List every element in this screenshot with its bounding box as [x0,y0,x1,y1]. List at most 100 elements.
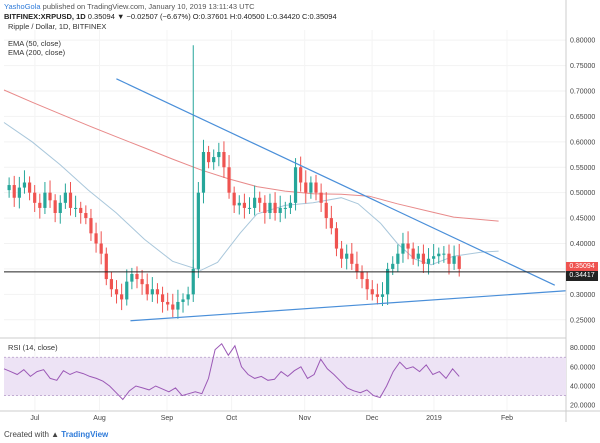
time-tick-label: Dec [366,415,379,422]
rsi-line [3,343,460,401]
candle-body [339,248,344,259]
candle-body [319,192,323,203]
candle-body [426,258,431,264]
price-tick-label: 0.50000 [570,190,595,197]
candle-body [447,253,451,264]
candle-body [288,202,293,208]
candle-body [355,263,359,272]
candle-body [63,192,67,203]
price-tick-label: 0.70000 [570,89,595,96]
candle-body [258,197,262,203]
candle-body [411,248,415,259]
candle-body [406,243,410,249]
candle-body [457,256,461,269]
candle-body [242,202,246,208]
candle-body [329,218,333,229]
candle-body [268,202,272,213]
candle-body [222,152,226,168]
candle-body [273,202,277,213]
time-tick-label: Jul [30,415,39,422]
candle-body [166,301,170,305]
candle-body [48,192,52,201]
chart-title: Ripple / Dollar, 1D, BITFINEX [8,22,107,31]
candle-body [84,213,88,219]
candle-body [89,218,93,234]
candle-body [452,256,456,264]
candle-body [140,279,144,285]
candle-body [150,289,154,295]
ema200-legend[interactable]: EMA (200, close) [8,48,66,57]
published-text: published on TradingView.com, January 10… [40,2,255,11]
candle-body [109,279,114,290]
footer-prefix: Created with [4,430,52,439]
candle-body [160,294,165,302]
candle-body [365,279,369,290]
price-info: 0.35094 ▼ −0.02507 (−6.67%) O:0.37601 H:… [85,12,337,21]
time-tick-label: Aug [93,415,106,422]
candle-body [104,253,108,280]
price-tick-label: 0.25000 [570,317,595,324]
candle-body [201,152,206,193]
candle-body [114,289,119,295]
candle-body [299,167,303,183]
rsi-tick-label: 40.0000 [570,384,595,391]
candle-body [43,192,47,208]
trendline-upper [116,78,556,286]
rsi-pane: 80.0000 60.0000 40.0000 20.0000 [0,337,595,410]
candle-body [396,253,400,264]
author-name[interactable]: YashoGola [4,2,41,11]
candle-body [375,294,379,297]
candle-body [130,274,134,282]
time-tick-label: Feb [501,415,513,422]
candle-body [7,185,11,191]
publish-info: YashoGola published on TradingView.com, … [4,2,255,11]
candle-body [176,301,180,310]
candle-body [380,294,385,297]
candle-body [196,192,200,269]
candle-body [416,253,420,259]
rsi-band [4,357,566,396]
symbol-line: BITFINEX:XRPUSD, 1D 0.35094 ▼ −0.02507 (… [4,12,337,21]
footer-brand[interactable]: TradingView [61,430,109,439]
ema50-legend[interactable]: EMA (50, close) [8,39,61,48]
candle-body [120,294,124,300]
candle-body [38,202,42,208]
price-tick-label: 0.45000 [570,216,595,223]
candle-body [17,187,21,198]
ema-200-line [3,89,499,222]
candle-body [181,299,185,302]
price-tick-label: 0.75000 [570,63,595,70]
candle-body [345,253,349,259]
price-tick-label: 0.55000 [570,165,595,172]
price-tick-label: 0.30000 [570,292,595,299]
trendlines[interactable] [116,78,567,322]
candle-body [206,152,211,163]
rsi-tick-label: 20.0000 [570,403,595,410]
candle-body [53,200,57,213]
candle-body [263,202,267,213]
candle-body [304,182,308,193]
price-tick-label: 0.65000 [570,114,595,121]
candle-body [232,192,236,206]
candle-body [145,284,149,295]
price-tick-label: 0.80000 [570,38,595,45]
candle-body [155,289,160,295]
time-tick-label: Nov [298,415,311,422]
candle-body [135,274,139,280]
candle-body [74,207,78,209]
time-tick-label: Sep [161,415,174,422]
rsi-legend[interactable]: RSI (14, close) [8,343,58,352]
candle-body [309,182,313,193]
candle-body [324,202,328,219]
time-tick-label: Oct [226,415,237,422]
candle-body [237,202,241,206]
price-axis[interactable]: 0.80000 0.75000 0.70000 0.65000 0.60000 0.550… [565,0,595,422]
candle-body [391,263,395,269]
time-axis[interactable]: Jul Aug Sep Oct Nov Dec 2019 Feb [0,410,600,422]
candle-body [293,167,298,203]
candle-body [278,207,282,213]
candle-body [401,243,405,254]
candle-body [68,192,73,208]
tradingview-logo-icon: ▲ [51,430,62,439]
